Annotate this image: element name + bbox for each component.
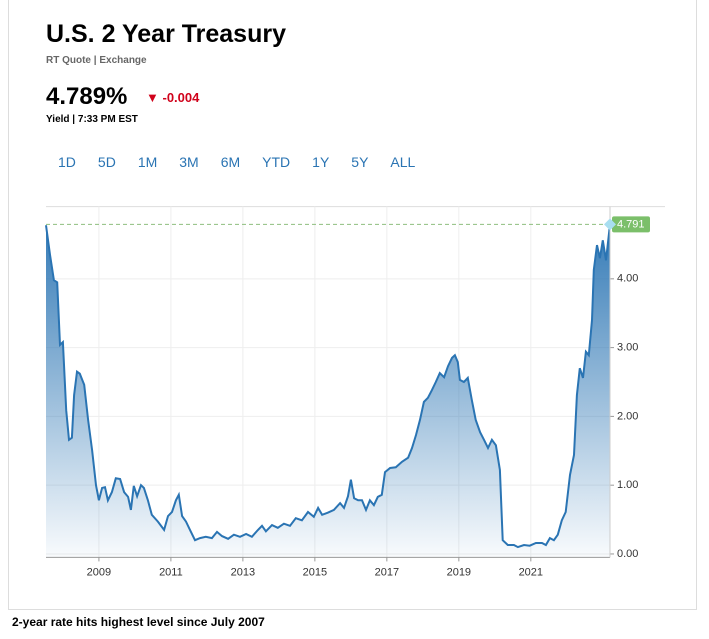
x-tick-label: 2021 [519,566,543,578]
range-button[interactable]: 3M [179,154,199,170]
range-button[interactable]: YTD [262,154,291,170]
price: 4.789% [46,83,128,110]
chart: 2009 2011 2013 2015 2017 2019 2021 0.00 1.00 2.00… [45,206,665,578]
x-tick-label: 2019 [447,566,471,578]
down-arrow: ▼ [146,90,159,105]
last-value-label: 4.791 [617,218,645,230]
range-button[interactable]: 5D [97,154,116,170]
range-button[interactable]: ALL [390,154,416,170]
frame [8,0,697,610]
y-tick-label: 4.00 [617,273,638,285]
change: ▼ -0.004 [146,90,199,105]
x-tick-label: 2011 [159,566,183,578]
x-tick-label: 2009 [87,566,111,578]
range-button[interactable]: 1M [137,154,158,170]
line [45,224,611,549]
x-tick-label: 2015 [303,566,327,578]
x-tick-label: 2013 [231,566,255,578]
time: Yield | 7:33 PM EST [46,114,138,125]
y-tick-label: 3.00 [617,342,638,354]
caption: 2-year rate hits highest level since Jul… [12,615,265,629]
subtitle: RT Quote | Exchange [46,55,147,66]
last-value-box [612,216,650,233]
range-button[interactable]: 5Y [351,154,369,170]
last-value-marker [604,218,616,231]
range-button[interactable]: 1D [58,154,76,170]
range-selector: 1D 5D 1M 3M 6M YTD 1Y 5Y ALL [46,154,437,170]
range-button[interactable]: 6M [220,154,241,170]
x-tick-label: 2017 [375,566,399,578]
y-tick-label: 0.00 [617,548,638,560]
y-tick-label: 2.00 [617,410,638,422]
area [46,224,610,558]
y-tick-label: 1.00 [617,479,638,491]
range-button[interactable]: 1Y [312,154,330,170]
change-value: -0.004 [162,90,200,105]
title: U.S. 2 Year Treasury [46,20,286,48]
